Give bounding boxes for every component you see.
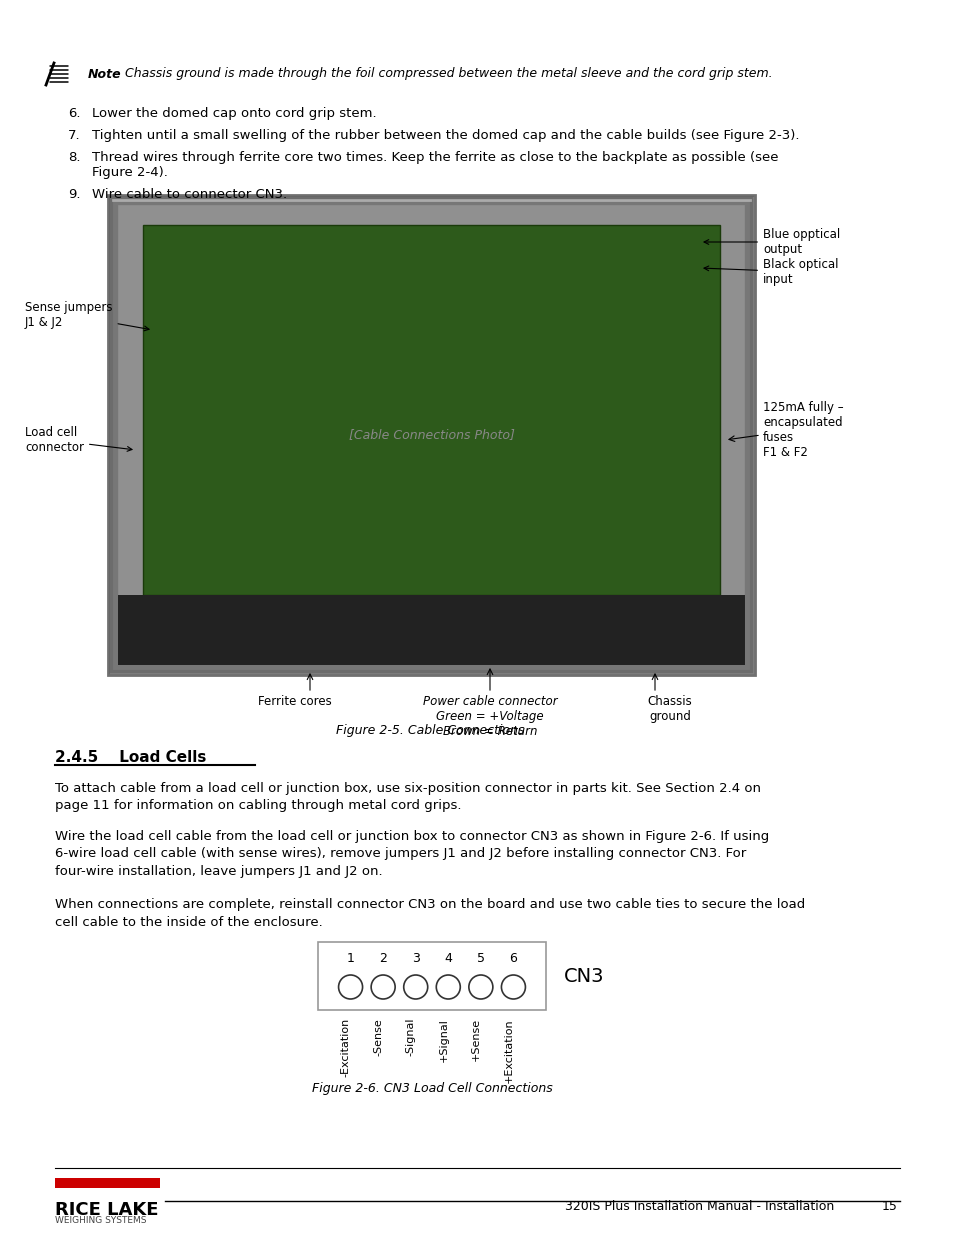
Circle shape	[468, 974, 493, 999]
Text: [Cable Connections Photo]: [Cable Connections Photo]	[348, 429, 514, 441]
Text: 4: 4	[444, 952, 452, 966]
Text: Black optical
input: Black optical input	[703, 258, 838, 287]
Text: Ferrite cores: Ferrite cores	[258, 695, 332, 708]
Text: Power cable connector
Green = +Voltage
Brown = Return: Power cable connector Green = +Voltage B…	[422, 695, 557, 739]
Text: -Excitation: -Excitation	[340, 1018, 350, 1077]
Text: Thread wires through ferrite core two times. Keep the ferrite as close to the ba: Thread wires through ferrite core two ti…	[91, 151, 778, 164]
Text: Tighten until a small swelling of the rubber between the domed cap and the cable: Tighten until a small swelling of the ru…	[91, 128, 799, 142]
Text: RICE LAKE: RICE LAKE	[55, 1200, 158, 1219]
Text: 6: 6	[509, 952, 517, 966]
Text: Figure 2-4).: Figure 2-4).	[91, 165, 168, 179]
Bar	[108, 195, 754, 676]
Text: -Signal: -Signal	[405, 1018, 416, 1056]
Bar	[113, 201, 748, 669]
Text: 5: 5	[476, 952, 484, 966]
Circle shape	[436, 974, 459, 999]
Text: Blue opptical
output: Blue opptical output	[703, 228, 840, 256]
Text: Wire the load cell cable from the load cell or junction box to connector CN3 as : Wire the load cell cable from the load c…	[55, 830, 768, 878]
Text: 8.: 8.	[68, 151, 80, 164]
Text: 9.: 9.	[68, 188, 80, 201]
Bar	[111, 198, 751, 672]
Circle shape	[371, 974, 395, 999]
Text: Sense jumpers
J1 & J2: Sense jumpers J1 & J2	[25, 301, 149, 331]
Text: Note: Note	[88, 68, 121, 80]
Text: 2: 2	[378, 952, 387, 966]
Text: Wire cable to connector CN3.: Wire cable to connector CN3.	[91, 188, 287, 201]
Text: 2.4.5    Load Cells: 2.4.5 Load Cells	[55, 750, 206, 764]
Text: +Signal: +Signal	[437, 1018, 448, 1062]
Text: 320IS Plus Installation Manual - Installation: 320IS Plus Installation Manual - Install…	[564, 1199, 833, 1213]
Text: Chassis
ground: Chassis ground	[647, 695, 692, 722]
Text: Chassis ground is made through the foil compressed between the metal sleeve and : Chassis ground is made through the foil …	[125, 68, 772, 80]
Text: WEIGHING SYSTEMS: WEIGHING SYSTEMS	[55, 1216, 147, 1225]
Text: -Sense: -Sense	[373, 1018, 383, 1056]
Text: 3: 3	[412, 952, 419, 966]
Text: 125mA fully –
encapsulated
fuses
F1 & F2: 125mA fully – encapsulated fuses F1 & F2	[762, 401, 842, 459]
Circle shape	[501, 974, 525, 999]
Text: 6.: 6.	[68, 107, 80, 120]
Text: 1: 1	[346, 952, 355, 966]
Bar	[118, 595, 744, 664]
Circle shape	[403, 974, 427, 999]
Text: +Sense: +Sense	[471, 1018, 480, 1061]
Circle shape	[338, 974, 362, 999]
Bar	[143, 225, 720, 595]
Text: +Excitation: +Excitation	[503, 1018, 513, 1083]
Text: When connections are complete, reinstall connector CN3 on the board and use two : When connections are complete, reinstall…	[55, 898, 804, 929]
Text: Figure 2-5. Cable Connections: Figure 2-5. Cable Connections	[335, 724, 524, 737]
Text: 7.: 7.	[68, 128, 81, 142]
Bar	[317, 942, 545, 1010]
Text: 15: 15	[882, 1199, 897, 1213]
Bar	[55, 1178, 160, 1188]
Text: To attach cable from a load cell or junction box, use six-position connector in : To attach cable from a load cell or junc…	[55, 782, 760, 813]
Text: Lower the domed cap onto cord grip stem.: Lower the domed cap onto cord grip stem.	[91, 107, 376, 120]
Text: CN3: CN3	[563, 967, 604, 986]
Text: Load cell
connector: Load cell connector	[25, 426, 132, 454]
Text: Figure 2-6. CN3 Load Cell Connections: Figure 2-6. CN3 Load Cell Connections	[312, 1082, 552, 1095]
